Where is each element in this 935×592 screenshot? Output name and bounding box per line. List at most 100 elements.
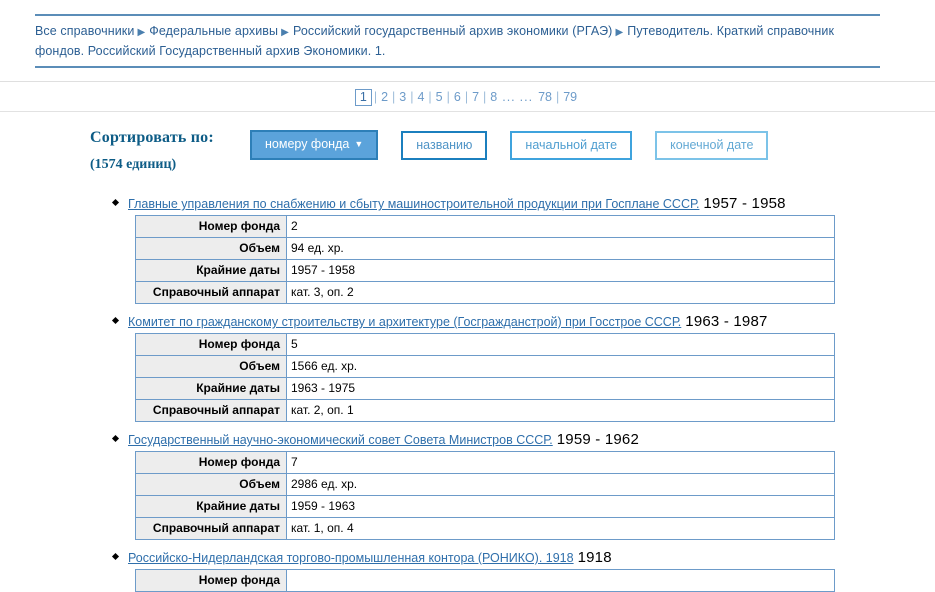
table-row: Крайние даты 1959 - 1963 <box>135 495 835 518</box>
entry-title-link[interactable]: Российско-Нидерландская торгово-промышле… <box>128 551 574 565</box>
list-item: Главные управления по снабжению и сбыту … <box>110 196 935 304</box>
sort-button-name[interactable]: названию <box>401 130 488 160</box>
table-row: Справочный аппарат кат. 1, оп. 4 <box>135 517 835 540</box>
entry-title-link[interactable]: Государственный научно-экономический сов… <box>128 433 553 447</box>
entry-dates: 1918 <box>577 549 612 566</box>
breadcrumb-item-2[interactable]: Российский государственный архив экономи… <box>292 24 613 38</box>
pager-separator: | <box>410 90 414 104</box>
chevron-down-icon: ▼ <box>354 139 364 149</box>
label-reference-apparatus: Справочный аппарат <box>135 517 287 540</box>
list-item: Государственный научно-экономический сов… <box>110 432 935 540</box>
sort-bar: Сортировать по: (1574 единиц) номеру фон… <box>0 128 935 175</box>
label-fund-number: Номер фонда <box>135 333 287 356</box>
pagination: 1 | 2 | 3 | 4 | 5 | 6 | 7 | 8...... 78 | 79 <box>0 82 935 112</box>
value-fund-number <box>286 569 835 592</box>
breadcrumb: Все справочники ▶ Федеральные архивы ▶ Росси… <box>35 14 880 68</box>
entry-dates: 1957 - 1958 <box>703 195 786 212</box>
value-volume: 2986 ед. хр. <box>286 473 835 496</box>
list-item: Комитет по гражданскому строительству и … <box>110 314 935 422</box>
pager-divider <box>0 81 935 82</box>
table-row: Справочный аппарат кат. 2, оп. 1 <box>135 399 835 422</box>
label-reference-apparatus: Справочный аппарат <box>135 281 287 304</box>
label-extreme-dates: Крайние даты <box>135 259 287 282</box>
page-link-7[interactable]: 7 <box>472 90 480 104</box>
bullet-icon <box>111 434 120 443</box>
pager-separator: | <box>446 90 450 104</box>
entry-dates: 1959 - 1962 <box>556 431 640 448</box>
fund-details-table: Номер фонда <box>135 569 835 592</box>
table-row: Объем 2986 ед. хр. <box>135 473 835 496</box>
value-reference-apparatus: кат. 1, оп. 4 <box>286 517 835 540</box>
label-fund-number: Номер фонда <box>135 569 287 592</box>
page-link-4[interactable]: 4 <box>417 90 425 104</box>
fund-details-table: Номер фонда 2 Объем 94 ед. хр. Крайние д… <box>135 215 835 304</box>
label-fund-number: Номер фонда <box>135 215 287 238</box>
sort-title: Сортировать по: <box>90 129 214 146</box>
entry-title-link[interactable]: Главные управления по снабжению и сбыту … <box>128 197 700 211</box>
value-fund-number: 2 <box>286 215 835 238</box>
page-link-2[interactable]: 2 <box>381 90 389 104</box>
pager-separator: | <box>373 90 378 104</box>
entry-header: Главные управления по снабжению и сбыту … <box>110 196 935 212</box>
sort-button-fund-number[interactable]: номеру фонда ▼ <box>250 130 379 160</box>
pager-separator: | <box>428 90 432 104</box>
pager-separator: | <box>464 90 469 104</box>
triangle-right-icon: ▶ <box>137 27 146 38</box>
value-extreme-dates: 1963 - 1975 <box>286 377 835 400</box>
breadcrumb-trail: Все справочники ▶ Федеральные архивы ▶ Росси… <box>35 22 880 61</box>
value-fund-number: 7 <box>286 451 835 474</box>
page-link-3[interactable]: 3 <box>399 90 407 104</box>
breadcrumb-item-0[interactable]: Все справочники <box>35 24 135 38</box>
table-row: Объем 94 ед. хр. <box>135 237 835 260</box>
sort-button-start-date[interactable]: начальной дате <box>510 130 633 160</box>
table-row: Крайние даты 1963 - 1975 <box>135 377 835 400</box>
label-extreme-dates: Крайние даты <box>135 495 287 518</box>
fund-details-table: Номер фонда 5 Объем 1566 ед. хр. Крайние… <box>135 333 835 422</box>
results-list: Главные управления по снабжению и сбыту … <box>0 196 935 592</box>
list-item: Российско-Нидерландская торгово-промышле… <box>110 550 935 592</box>
table-row: Номер фонда 7 <box>135 451 835 474</box>
label-fund-number: Номер фонда <box>135 451 287 474</box>
breadcrumb-item-current: Путеводитель. Краткий справочник фондов.… <box>35 24 835 58</box>
pager-separator: | <box>392 90 396 104</box>
label-volume: Объем <box>135 237 287 260</box>
page-link-79[interactable]: 79 <box>563 90 578 104</box>
page-link-6[interactable]: 6 <box>453 90 461 104</box>
entry-header: Государственный научно-экономический сов… <box>110 432 935 448</box>
entry-title-link[interactable]: Комитет по гражданскому строительству и … <box>128 315 682 329</box>
page-link-5[interactable]: 5 <box>435 90 443 104</box>
result-count: (1574 единиц) <box>90 157 177 172</box>
bullet-icon <box>111 552 120 561</box>
value-extreme-dates: 1959 - 1963 <box>286 495 835 518</box>
label-reference-apparatus: Справочный аппарат <box>135 399 287 422</box>
triangle-right-icon: ▶ <box>615 27 624 38</box>
value-reference-apparatus: кат. 2, оп. 1 <box>286 399 835 422</box>
entry-dates: 1963 - 1987 <box>685 313 768 330</box>
table-row: Крайние даты 1957 - 1958 <box>135 259 835 282</box>
breadcrumb-item-1[interactable]: Федеральные архивы <box>149 24 279 38</box>
page-link-8[interactable]: 8 <box>490 90 498 104</box>
page-link-78[interactable]: 78 <box>538 90 552 104</box>
label-volume: Объем <box>135 355 287 378</box>
value-extreme-dates: 1957 - 1958 <box>286 259 835 282</box>
table-row: Номер фонда 2 <box>135 215 835 238</box>
bullet-icon <box>111 198 120 207</box>
label-volume: Объем <box>135 473 287 496</box>
pager-separator: | <box>555 90 560 104</box>
sort-button-fund-number-label: номеру фонда <box>265 137 350 151</box>
sort-label-column: Сортировать по: (1574 единиц) <box>90 128 250 175</box>
pager-ellipsis-left: ... <box>502 90 516 104</box>
bullet-icon <box>111 316 120 325</box>
fund-details-table: Номер фонда 7 Объем 2986 ед. хр. Крайние… <box>135 451 835 540</box>
label-extreme-dates: Крайние даты <box>135 377 287 400</box>
pager-separator: | <box>483 90 487 104</box>
sort-buttons: номеру фонда ▼ названию начальной дате ко… <box>250 128 769 160</box>
table-row: Справочный аппарат кат. 3, оп. 2 <box>135 281 835 304</box>
table-row: Номер фонда 5 <box>135 333 835 356</box>
table-row: Номер фонда <box>135 569 835 592</box>
triangle-right-icon: ▶ <box>281 27 289 38</box>
sort-button-end-date[interactable]: конечной дате <box>655 130 769 160</box>
entry-header: Комитет по гражданскому строительству и … <box>110 314 935 330</box>
page-link-current[interactable]: 1 <box>354 89 372 106</box>
pager-ellipsis-right: ... <box>519 90 534 104</box>
